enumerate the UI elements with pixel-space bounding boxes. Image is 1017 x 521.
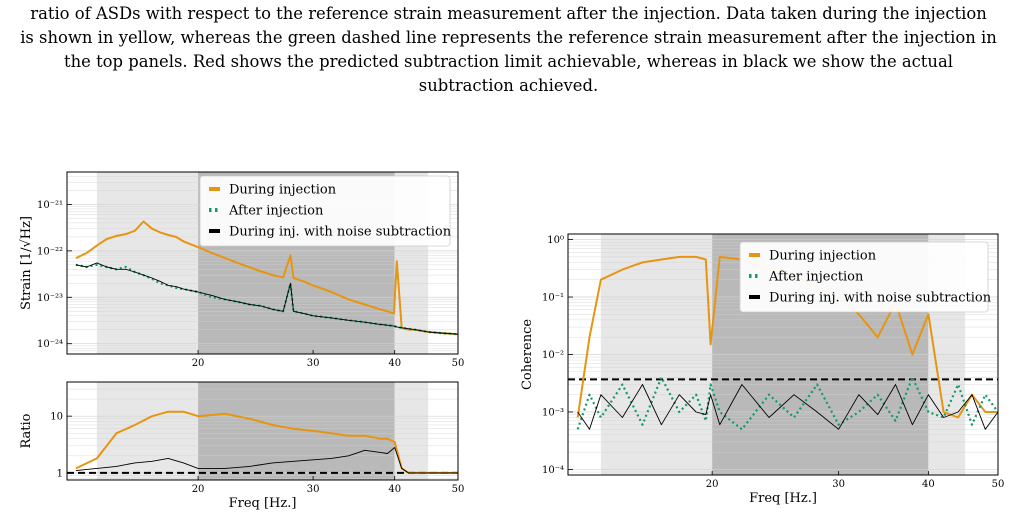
series-line (576, 376, 998, 431)
y-tick-label: 10⁻³ (542, 407, 564, 418)
legend-label: After injection (768, 270, 864, 285)
y-tick-label: 10⁻⁴ (542, 465, 564, 476)
chart-panel-coherence: 20 30 40 50 10⁰ 10⁻¹ 10⁻² 10⁻³ 10⁻⁴ Freq [Hz.] Coh… (520, 233, 1005, 506)
x-tick-label: 30 (307, 358, 320, 369)
x-tick-label: 40 (922, 479, 935, 490)
y-axis-label: Strain [1/√Hz] (19, 216, 34, 310)
caption-line: is shown in yellow, whereas the green da… (20, 28, 997, 47)
legend-label: During inj. with noise subtraction (769, 291, 992, 306)
y-tick-label: 10⁻¹ (542, 293, 564, 304)
legend-label: During injection (229, 183, 337, 198)
legend: During injection After injection During in… (199, 175, 452, 247)
shaded-band (394, 382, 429, 480)
x-tick-label: 30 (307, 484, 320, 495)
y-tick-label: 10 (50, 412, 63, 423)
x-tick-label: 20 (706, 479, 719, 490)
caption-line: subtraction achieved. (418, 76, 599, 95)
y-tick-label: 10⁻²³ (37, 293, 63, 304)
figure-caption: ratio of ASDs with respect to the refere… (0, 2, 1017, 98)
legend-label: After injection (228, 204, 324, 219)
legend-box (199, 175, 451, 247)
x-axis-label: Freq [Hz.] (749, 491, 817, 506)
y-tick-label: 10⁻²⁴ (37, 339, 63, 350)
y-axis-label: Coherence (520, 319, 535, 390)
legend-label: During inj. with noise subtraction (229, 225, 452, 240)
chart-panel-ratio: 20 30 40 50 10 1 Freq [Hz.] Ratio (19, 381, 465, 511)
legend: During injection After injection During in… (739, 241, 992, 313)
x-tick-label: 40 (388, 358, 401, 369)
shaded-band (96, 382, 199, 480)
y-axis-label: Ratio (19, 413, 34, 448)
x-tick-label: 20 (192, 484, 205, 495)
x-tick-label: 50 (452, 484, 465, 495)
x-tick-label: 50 (992, 479, 1005, 490)
chart-panel-strain: 20 30 40 50 10⁻²¹ 10⁻²² 10⁻²³ 10⁻²⁴ Strain [1/√H… (19, 171, 465, 369)
x-tick-label: 40 (388, 484, 401, 495)
y-tick-label: 10⁻² (542, 350, 564, 361)
legend-box (739, 241, 989, 313)
x-axis-label: Freq [Hz.] (229, 496, 297, 511)
series-line (577, 384, 998, 430)
x-tick-label: 50 (452, 358, 465, 369)
series-line (75, 447, 458, 474)
caption-line: ratio of ASDs with respect to the refere… (30, 4, 987, 23)
series-line (75, 262, 458, 335)
x-tick-label: 30 (832, 479, 845, 490)
caption-line: the top panels. Red shows the predicted … (64, 52, 953, 71)
y-tick-label: 1 (57, 468, 63, 479)
y-tick-label: 10⁻²² (37, 246, 63, 257)
shaded-band (198, 382, 395, 480)
axes-frame (66, 171, 459, 355)
y-tick-label: 10⁰ (547, 235, 564, 246)
series-line (75, 220, 458, 336)
y-tick-label: 10⁻²¹ (37, 200, 63, 211)
legend-label: During injection (769, 249, 877, 264)
axes-frame (66, 381, 459, 481)
shaded-band (96, 172, 199, 354)
x-tick-label: 20 (192, 358, 205, 369)
